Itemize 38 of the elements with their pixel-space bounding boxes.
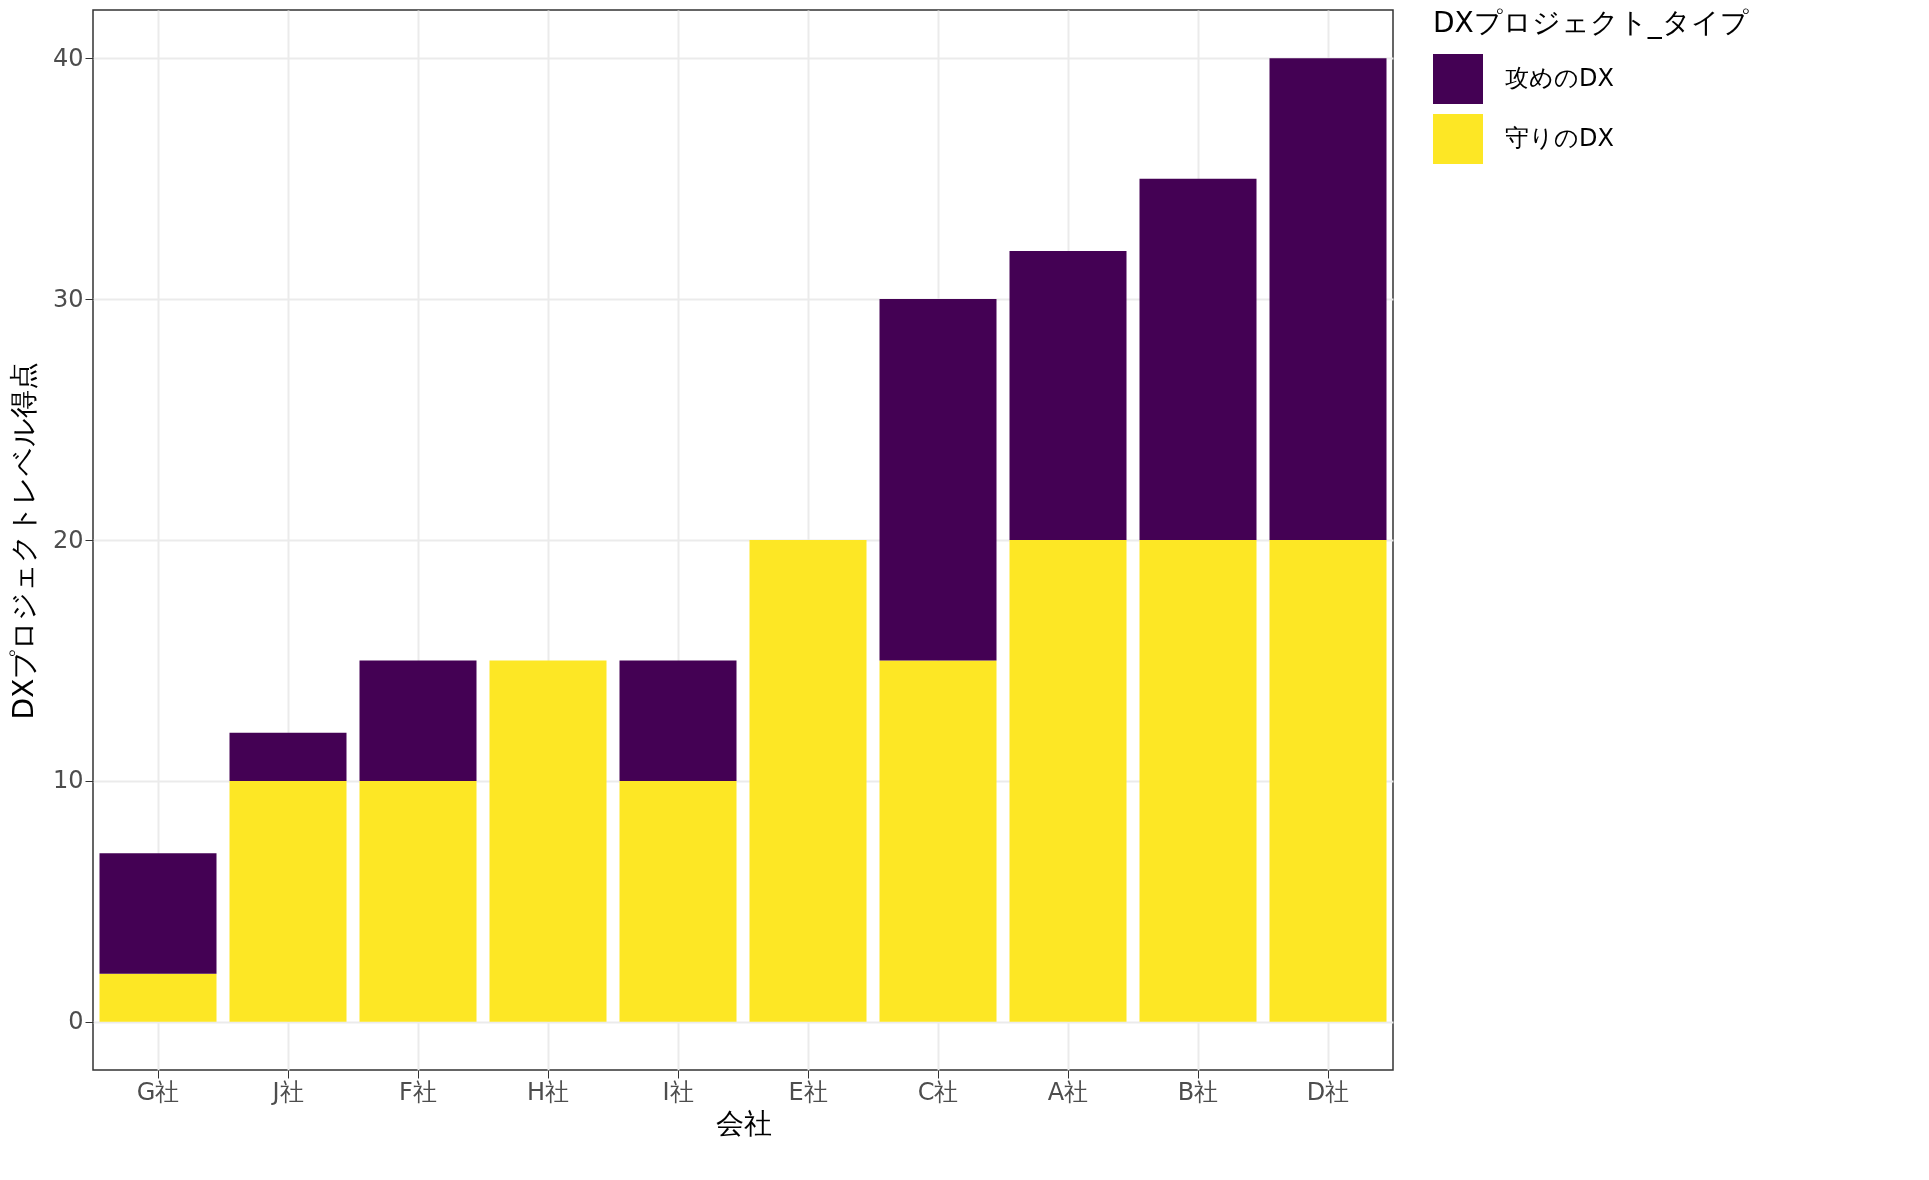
bar [1009, 540, 1127, 1022]
bar [749, 540, 867, 1022]
bar [879, 299, 997, 661]
y-tick-label: 20 [52, 525, 84, 554]
y-tick-label: 40 [52, 43, 84, 72]
x-tick-label: G社 [136, 1077, 180, 1106]
x-axis-title: 会社 [715, 1106, 772, 1140]
bar [229, 780, 347, 1022]
x-tick-label: H社 [526, 1077, 570, 1106]
bar [1139, 540, 1257, 1022]
x-tick-label: B社 [1177, 1077, 1219, 1106]
bar [1009, 250, 1127, 540]
bar [99, 973, 217, 1022]
x-tick-label: J社 [270, 1077, 304, 1106]
bar [1269, 540, 1387, 1022]
x-tick-label: E社 [788, 1077, 828, 1106]
y-tick-label: 30 [52, 284, 84, 313]
bar [1269, 58, 1387, 540]
y-tick-label: 10 [52, 766, 84, 795]
x-tick-label: I社 [662, 1077, 694, 1106]
legend-title: DXプロジェクト_タイプ [1433, 6, 1749, 39]
bar [879, 660, 997, 1022]
bar [489, 660, 607, 1022]
bar [359, 660, 477, 781]
legend-label: 守りのDX [1505, 124, 1614, 152]
legend-label: 攻めのDX [1505, 64, 1614, 92]
bar [229, 732, 347, 781]
x-tick-label: A社 [1047, 1077, 1089, 1106]
x-tick-label: C社 [917, 1077, 959, 1106]
bar [619, 780, 737, 1022]
bar [99, 853, 217, 974]
bar [359, 780, 477, 1022]
x-tick-label: F社 [399, 1077, 437, 1106]
x-tick-label: D社 [1306, 1077, 1350, 1106]
bar [619, 660, 737, 781]
y-tick-label: 0 [68, 1007, 84, 1036]
y-axis-title: DXプロジェクトレベル得点 [6, 361, 40, 720]
bar [1139, 178, 1257, 540]
